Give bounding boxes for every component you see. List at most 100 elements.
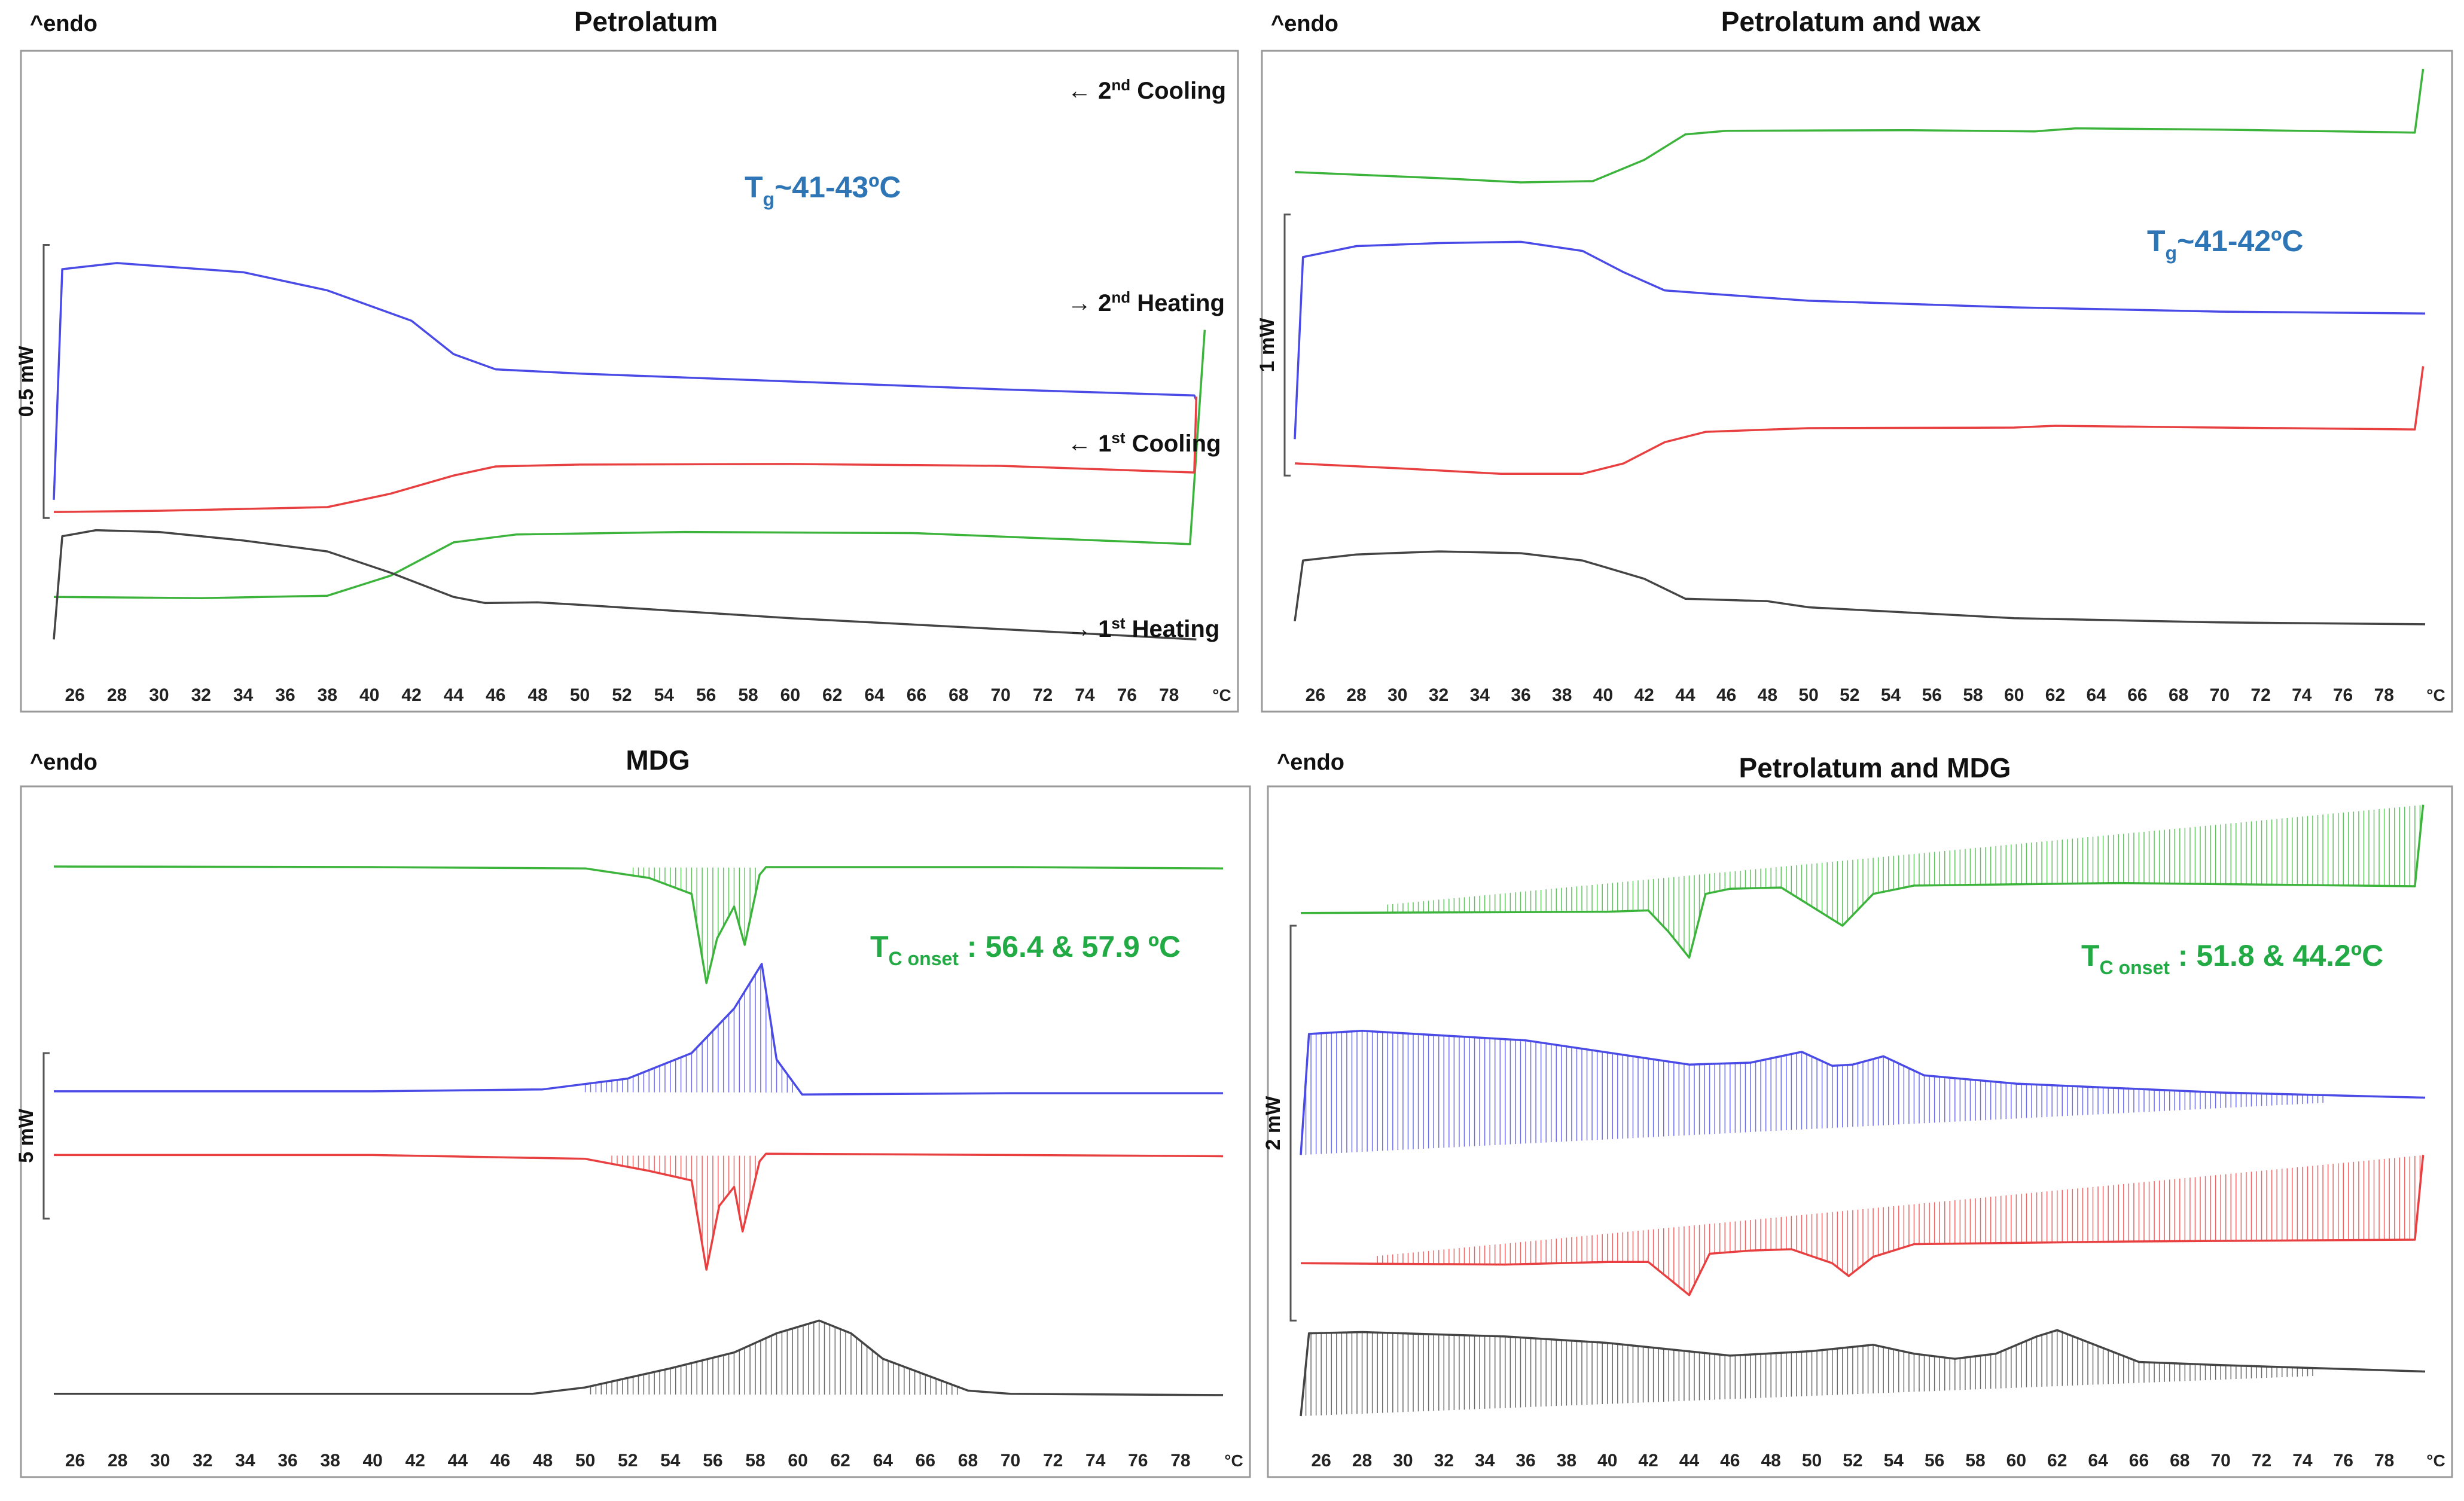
x-tick-label: 42 (1634, 685, 1654, 705)
x-tick-label: 40 (359, 685, 379, 705)
x-tick-label: 66 (2129, 1451, 2149, 1471)
x-tick-label: 54 (660, 1451, 681, 1471)
series-1st-cooling: ← 1st Cooling (54, 396, 1221, 513)
x-tick-label: 28 (1352, 1451, 1372, 1471)
x-tick-label: 78 (1170, 1451, 1190, 1471)
x-tick-label: 44 (1679, 1451, 1700, 1471)
series-line (53, 262, 1198, 500)
panel-petrolatum-and-wax: Petrolatum and wax ^endo 26 28 30 32 34 36 38 40 4… (1256, 6, 2453, 713)
x-tick-label: 76 (1117, 685, 1137, 705)
panel-frame (1267, 785, 2453, 1478)
scale-label: 1 mW (1256, 318, 1279, 373)
x-tick-label: 46 (1720, 1451, 1740, 1471)
transition-annotation: TC onset : 56.4 & 57.9 ºC (870, 930, 1181, 969)
x-tick-label: 64 (2086, 685, 2106, 705)
x-tick-label: 42 (405, 1451, 425, 1471)
x-tick-label: 66 (2127, 685, 2147, 705)
x-tick-label: 48 (527, 685, 547, 705)
x-tick-label: 70 (2210, 685, 2230, 705)
x-tick-label: 78 (1159, 685, 1179, 705)
endo-label: ^endo (1271, 11, 1338, 36)
x-tick-label: 78 (2374, 685, 2394, 705)
series-line (1300, 1329, 2426, 1417)
series-2nd-cooling (1294, 68, 2425, 184)
x-tick-label: 50 (1802, 1451, 1822, 1471)
x-tick-label: 30 (150, 1451, 170, 1471)
x-tick-label: 52 (1840, 685, 1859, 705)
x-tick-label: 74 (1075, 685, 1095, 705)
series-2nd-heating (1294, 240, 2426, 440)
series-line (54, 396, 1198, 513)
panel-title: Petrolatum and wax (1721, 6, 1981, 37)
x-tick-label: 38 (1552, 685, 1572, 705)
panel-frame (20, 50, 1239, 713)
x-unit-label: °C (2426, 1451, 2445, 1470)
x-tick-label: 70 (2210, 1451, 2230, 1471)
panel-title: MDG (626, 745, 690, 776)
x-tick-label: 60 (780, 685, 800, 705)
x-tick-label: 62 (822, 685, 842, 705)
x-tick-label: 62 (2047, 1451, 2067, 1471)
x-tick-label: 72 (1043, 1451, 1063, 1471)
transition-annotation: Tg~41-43ºC (745, 170, 901, 210)
series-1st-heating (1294, 550, 2426, 626)
panel-title: Petrolatum and MDG (1739, 752, 2011, 783)
x-tick-label: 68 (2170, 1451, 2189, 1471)
x-tick-label: 44 (448, 1451, 468, 1471)
x-tick-label: 34 (235, 1451, 255, 1471)
series-line (1294, 550, 2426, 626)
series-line (53, 865, 1224, 984)
x-tick-label: 36 (277, 1451, 297, 1471)
scale-bar (1289, 925, 1297, 1322)
x-tick-label: 54 (654, 685, 675, 705)
series-line (1300, 1155, 2425, 1296)
panel-frame (20, 785, 1251, 1478)
series-label: ← 2nd Cooling (1068, 76, 1226, 104)
endo-label: ^endo (1277, 750, 1344, 775)
x-tick-label: 36 (1511, 685, 1530, 705)
x-tick-label: 34 (1470, 685, 1490, 705)
series-1st-cooling (1300, 1155, 2425, 1296)
series-2nd-cooling (1300, 804, 2425, 959)
transition-annotation: TC onset : 51.8 & 44.2ºC (2081, 939, 2383, 978)
series-line (1294, 366, 2425, 475)
x-tick-label: 58 (745, 1451, 765, 1471)
x-tick-label: 26 (1311, 1451, 1331, 1471)
series-1st-cooling (54, 1152, 1224, 1271)
x-tick-label: 34 (1475, 1451, 1495, 1471)
x-tick-label: 52 (1843, 1451, 1862, 1471)
x-unit-label: °C (2426, 686, 2445, 704)
series-2nd-cooling (53, 865, 1224, 984)
x-unit-label: °C (1224, 1451, 1243, 1470)
scale-bar (42, 1052, 50, 1220)
transition-annotation: Tg~41-42ºC (2147, 224, 2304, 264)
x-tick-label: 64 (873, 1451, 893, 1471)
x-tick-label: 40 (1593, 685, 1613, 705)
series-line (1300, 1029, 2426, 1155)
x-tick-label: 34 (233, 685, 254, 705)
scale-label: 2 mW (1262, 1096, 1285, 1151)
x-tick-label: 30 (1393, 1451, 1413, 1471)
x-tick-label: 76 (2333, 685, 2353, 705)
x-tick-label: 38 (320, 1451, 340, 1471)
x-tick-label: 68 (949, 685, 968, 705)
x-tick-label: 74 (2292, 685, 2312, 705)
x-tick-label: 56 (1925, 1451, 1944, 1471)
x-tick-label: 58 (1963, 685, 1983, 705)
panel-title: Petrolatum (574, 6, 718, 37)
panel-mdg: MDG ^endo 26 28 30 32 34 36 38 40 42 44 46 48 50 52 54 56… (15, 745, 1251, 1478)
x-tick-label: 28 (108, 1451, 127, 1471)
x-tick-label: 56 (696, 685, 716, 705)
x-tick-label: 58 (738, 685, 758, 705)
series-label: → 2nd Heating (1068, 288, 1225, 316)
x-tick-label: 72 (1033, 685, 1053, 705)
x-tick-label: 68 (2169, 685, 2188, 705)
series-1st-heating (54, 1319, 1224, 1396)
series-line (54, 1152, 1224, 1271)
scale-bar (1283, 213, 1291, 477)
x-tick-label: 64 (864, 685, 885, 705)
x-tick-label: 76 (2334, 1451, 2353, 1471)
x-tick-label: 36 (275, 685, 295, 705)
x-tick-label: 28 (1346, 685, 1366, 705)
x-tick-label: 74 (2292, 1451, 2313, 1471)
